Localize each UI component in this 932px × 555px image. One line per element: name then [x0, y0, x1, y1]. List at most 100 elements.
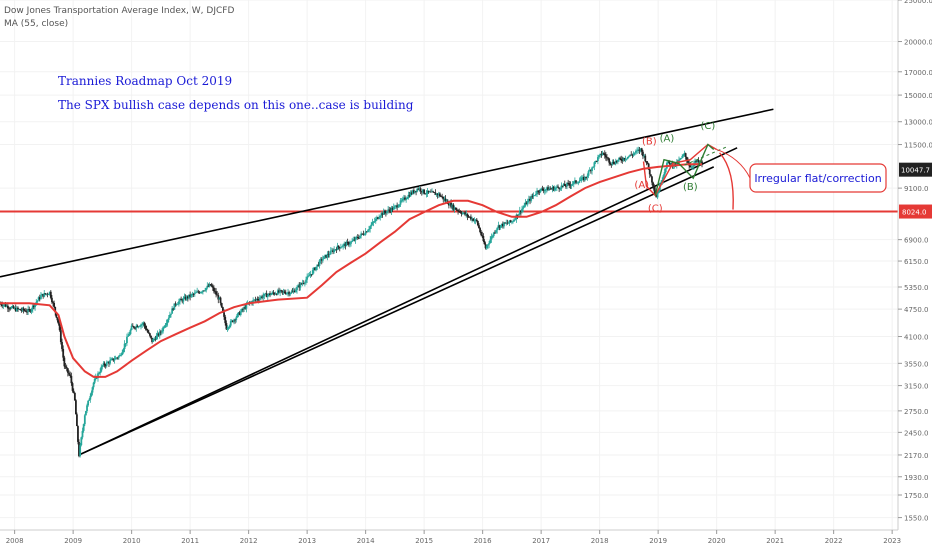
candle-body: [588, 170, 591, 172]
candle-body: [536, 190, 538, 195]
candle-body: [342, 244, 345, 247]
candle-body: [697, 159, 700, 163]
candle-body: [86, 405, 88, 412]
candle-body: [195, 292, 197, 294]
candle-body: [177, 301, 180, 304]
candle-body: [468, 216, 471, 218]
candle-body: [339, 247, 342, 249]
candle-body: [464, 212, 466, 215]
candle-body: [327, 253, 330, 255]
candle-body: [294, 290, 297, 293]
candle-body: [418, 188, 421, 190]
candle-body: [130, 325, 133, 330]
candle-body: [223, 312, 225, 317]
candle-body: [436, 193, 439, 196]
candle-body: [372, 221, 375, 223]
candle-body: [175, 304, 178, 306]
candle-body: [54, 306, 57, 313]
candle-body: [166, 319, 169, 324]
candle-body: [506, 222, 509, 224]
candle-body: [428, 191, 431, 193]
candle-body: [518, 210, 521, 215]
candle-body: [307, 275, 310, 277]
y-tick-label: 6150.0: [904, 258, 929, 266]
candle-body: [644, 155, 647, 162]
candle-body: [199, 292, 202, 294]
candle-body: [62, 348, 65, 358]
candle-body: [668, 161, 671, 163]
candle-body: [334, 249, 337, 251]
candle-body: [529, 198, 531, 201]
candle-body: [85, 411, 87, 416]
candle-body: [422, 189, 424, 193]
candle-body: [244, 307, 247, 309]
candle-body: [214, 291, 216, 293]
candle-body: [513, 219, 516, 222]
candle-body: [319, 259, 322, 261]
candle-body: [613, 163, 616, 165]
candle-body: [242, 308, 244, 310]
candle-body: [122, 348, 125, 353]
candle-body: [93, 378, 96, 383]
candle-body: [363, 234, 366, 236]
candle-body: [236, 313, 239, 318]
candle-body: [361, 233, 364, 235]
last-price-tag: [899, 162, 932, 177]
y-tick-label: 6900.0: [904, 237, 929, 245]
candle-body: [530, 196, 533, 201]
candle-body: [695, 160, 698, 162]
candle-body: [20, 310, 23, 311]
candle-body: [64, 366, 67, 368]
candle-body: [171, 308, 174, 314]
candle-body: [521, 208, 523, 213]
candle-body: [21, 308, 24, 311]
candle-body: [482, 236, 485, 241]
candle-body: [683, 153, 686, 155]
candle-body: [580, 177, 583, 180]
candle-body: [591, 167, 593, 172]
candle-body: [587, 171, 590, 176]
trend-lines: [0, 108, 774, 456]
candle-body: [282, 291, 285, 293]
candle-body: [30, 309, 33, 312]
candle-body: [301, 283, 304, 284]
candle-body: [460, 212, 463, 214]
candle-body: [370, 224, 373, 227]
candle-body: [197, 291, 200, 293]
candle-body: [149, 333, 151, 336]
candle-body: [517, 214, 520, 217]
candle-body: [484, 244, 487, 249]
candle-body: [360, 233, 363, 236]
x-tick-label: 2023: [883, 537, 901, 545]
candle-body: [357, 237, 360, 239]
candle-body: [303, 282, 306, 284]
candle-body: [444, 198, 447, 202]
candle-body: [310, 274, 313, 276]
candle-body: [544, 189, 547, 191]
candle-body: [19, 309, 22, 311]
candle-body: [41, 294, 43, 296]
candle-body: [153, 338, 156, 340]
candle-body: [696, 159, 699, 162]
candle-body: [558, 187, 561, 189]
candle-body: [6, 305, 9, 309]
candle-body: [471, 218, 474, 220]
candle-body: [288, 292, 291, 295]
candle-body: [350, 241, 352, 244]
candle-body: [168, 314, 171, 318]
candle-body: [489, 239, 492, 244]
candle-body: [478, 225, 480, 229]
candle-body: [383, 211, 386, 213]
candle-body: [291, 291, 294, 293]
candle-body: [669, 162, 672, 166]
candle-body: [240, 308, 243, 312]
candle-body: [400, 200, 403, 202]
candle-body: [351, 240, 354, 242]
candle-body: [45, 293, 48, 295]
note-subtitle: The SPX bullish case depends on this one…: [58, 98, 414, 112]
candle-body: [425, 193, 428, 195]
candle-body: [682, 154, 685, 156]
candle-body: [162, 327, 165, 332]
candle-body: [49, 291, 52, 298]
